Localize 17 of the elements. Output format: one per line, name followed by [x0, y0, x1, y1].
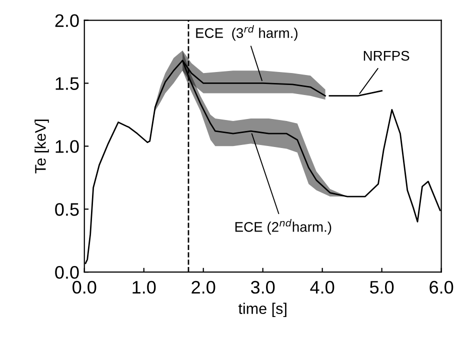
x-tick-label: 5.0 — [370, 280, 394, 294]
series-label: ECE (3$^{rd}$ harm.) — [196, 25, 298, 41]
x-tick-label: 0.0 — [72, 280, 96, 294]
x-tick-label: 6.0 — [430, 280, 454, 294]
x-tick-label: 4.0 — [310, 280, 334, 294]
x-tick-label: 1.0 — [132, 280, 156, 294]
y-axis-title: Te [keV] — [34, 120, 49, 174]
y-tick-label: 2.0 — [55, 14, 79, 27]
y-tick-label: 0.5 — [55, 203, 79, 216]
x-tick-label: 3.0 — [250, 280, 275, 294]
y-tick-label: 1.5 — [56, 77, 79, 90]
series-label: ECE (2$^{nd}$harm.) — [235, 219, 332, 235]
y-tick-label: 0.0 — [55, 266, 79, 279]
x-axis-title: time [s] — [238, 302, 286, 318]
x-tick-label: 2.0 — [192, 280, 216, 294]
text: NRFPS — [364, 50, 410, 61]
y-tick-label: 1.0 — [56, 140, 79, 153]
